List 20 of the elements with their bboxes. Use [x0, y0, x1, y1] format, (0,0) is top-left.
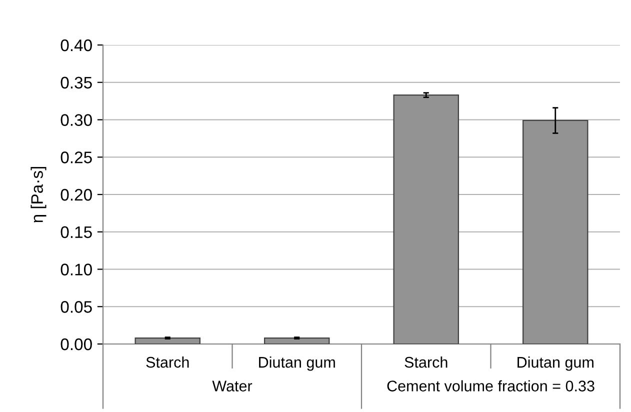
y-tick-label: 0.20 — [60, 188, 92, 201]
y-tick-label: 0.40 — [60, 39, 92, 52]
y-tick-label: 0.05 — [60, 301, 92, 313]
y-tick-label: 0.35 — [60, 76, 92, 89]
x-tick-label: Diutan gum — [259, 356, 335, 371]
x-tick-label: Starch — [404, 356, 448, 368]
x-tick-label: Diutan gum — [518, 356, 594, 371]
y-tick-label: 0.10 — [60, 264, 92, 276]
y-tick-label: 0.30 — [60, 114, 92, 126]
y-tick-label: 0.25 — [60, 152, 92, 164]
bar — [264, 337, 330, 344]
y-tick-label: 0.00 — [60, 338, 92, 350]
bar — [393, 94, 459, 344]
bar — [522, 120, 588, 344]
y-axis-title: η [Pa·s] — [30, 166, 46, 222]
text: Cement volume fraction = 0.33 — [387, 380, 594, 392]
x-tick-label: Starch — [146, 356, 189, 368]
y-tick-label: 0.15 — [60, 226, 92, 238]
text: Water — [212, 380, 252, 392]
bar — [134, 337, 200, 344]
